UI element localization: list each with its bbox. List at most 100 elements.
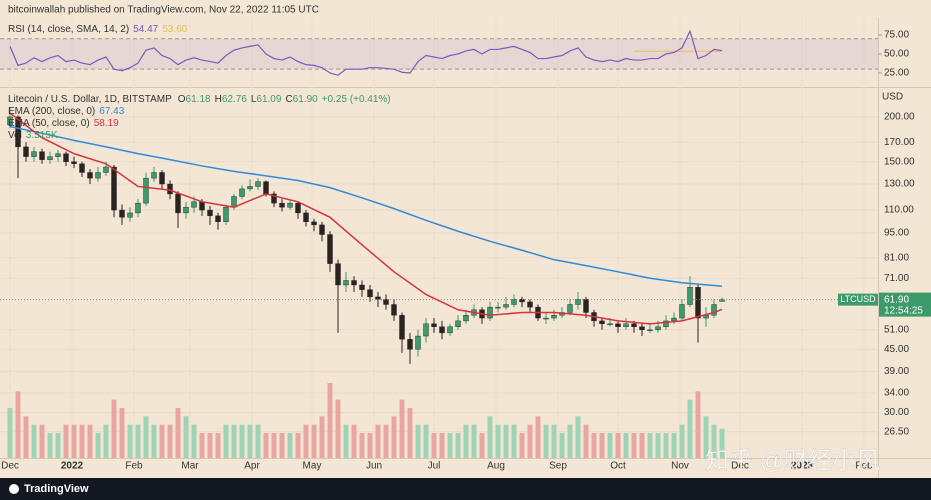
brand: TradingView: [24, 483, 89, 495]
volume-bar: [231, 424, 237, 458]
legend-entry: EMA (200, close, 0) 67.43: [8, 106, 125, 117]
volume-bar: [359, 433, 365, 458]
volume-bar: [63, 424, 69, 458]
volume-bar: [143, 416, 149, 458]
legend-name: Vol: [8, 130, 22, 141]
candle-body: [311, 221, 317, 226]
ohlc-name: O: [178, 94, 186, 105]
candle-body: [567, 304, 573, 313]
candle-body: [511, 299, 517, 305]
volume-bar: [71, 424, 77, 458]
x-tick-label: Mar: [181, 461, 199, 472]
brand-logo: [9, 484, 19, 494]
symbol-label: LTCUSD: [840, 294, 876, 304]
volume-bar: [271, 433, 277, 458]
volume-bar: [599, 433, 605, 458]
legend-value: 3.515K: [26, 130, 58, 141]
candle-body: [71, 161, 77, 165]
legend-name: EMA (200, close, 0): [8, 106, 95, 117]
candle-body: [423, 323, 429, 337]
y-tick-label: 45.00: [884, 344, 909, 355]
background: [0, 0, 931, 478]
volume-bar: [575, 416, 581, 458]
candle-body: [399, 315, 405, 340]
rsi-value: 54.47: [133, 24, 158, 35]
candle-body: [55, 153, 61, 157]
volume-bar: [503, 424, 509, 458]
volume-bar: [135, 424, 141, 458]
candle-body: [343, 280, 349, 286]
candle-body: [503, 304, 509, 308]
candle-body: [575, 299, 581, 305]
candle-body: [583, 299, 589, 313]
candle-body: [279, 202, 285, 208]
volume-bar: [191, 424, 197, 458]
volume-bar: [527, 424, 533, 458]
candle-body: [215, 215, 221, 223]
volume-bar: [479, 433, 485, 458]
volume-bar: [167, 424, 173, 458]
volume-bar: [471, 424, 477, 458]
candle-body: [687, 287, 693, 305]
candle-body: [695, 287, 701, 319]
candle-body: [711, 304, 717, 316]
volume-bar: [87, 424, 93, 458]
candle-body: [191, 201, 197, 208]
candle-body: [39, 151, 45, 160]
volume-bar: [519, 433, 525, 458]
candle-body: [455, 320, 461, 327]
volume-bar: [39, 424, 45, 458]
volume-bar: [223, 424, 229, 458]
ohlc-name: L: [251, 94, 257, 105]
symbol-box: [838, 293, 878, 306]
candle-body: [359, 284, 365, 290]
y-tick-label: 95.00: [884, 228, 909, 239]
volume-bar: [687, 399, 693, 458]
candle-body: [679, 304, 685, 319]
candle-body: [495, 306, 501, 309]
candle-body: [415, 335, 421, 350]
legend-title: Litecoin / U.S. Dollar, 1D, BITSTAMP O61.…: [8, 94, 391, 105]
candle-body: [543, 317, 549, 320]
ohlc-name: C: [285, 94, 292, 105]
legend-name: EMA (50, close, 0): [8, 118, 90, 129]
candle-body: [367, 289, 373, 298]
volume-bar: [215, 433, 221, 458]
candle-body: [63, 153, 69, 162]
y-tick-label: 81.00: [884, 252, 909, 263]
volume-bar: [463, 424, 469, 458]
candle-body: [79, 163, 85, 173]
candle-body: [639, 326, 645, 331]
candle-body: [391, 304, 397, 316]
rsi-tick-label: 50.00: [884, 49, 909, 60]
volume-bar: [351, 424, 357, 458]
x-tick-label: Feb: [855, 461, 873, 472]
volume-bar: [591, 433, 597, 458]
volume-bar: [415, 424, 421, 458]
watermark: 知乎 @财经小风: [705, 447, 880, 474]
candle-body: [95, 172, 101, 179]
x-tick-label: Nov: [671, 461, 689, 472]
rsi-band: [0, 38, 878, 70]
x-tick-label: Dec: [1, 461, 19, 472]
candle-body: [47, 156, 53, 160]
ema-line: [9, 125, 723, 288]
volume-bar: [255, 424, 261, 458]
volume-bar: [183, 416, 189, 458]
candle-body: [119, 209, 125, 218]
candle-body: [7, 116, 13, 126]
candle-body: [663, 320, 669, 327]
volume-bar: [655, 433, 661, 458]
footer-bar: [0, 478, 931, 500]
candle-body: [143, 177, 149, 204]
candle-body: [599, 320, 605, 325]
publisher-header: bitcoinwallah published on TradingView.c…: [8, 5, 319, 16]
volume-bar: [15, 391, 21, 458]
rsi-legend: RSI (14, close, SMA, 14, 2) 54.47 53.60: [8, 24, 188, 35]
candle-body: [151, 172, 157, 179]
rsi-name: RSI (14, close, SMA, 14, 2): [8, 24, 129, 35]
candle-body: [183, 207, 189, 214]
rsi-tick-label: 25.00: [884, 68, 909, 79]
x-tick-label: Jun: [366, 461, 382, 472]
volume-bar: [679, 424, 685, 458]
